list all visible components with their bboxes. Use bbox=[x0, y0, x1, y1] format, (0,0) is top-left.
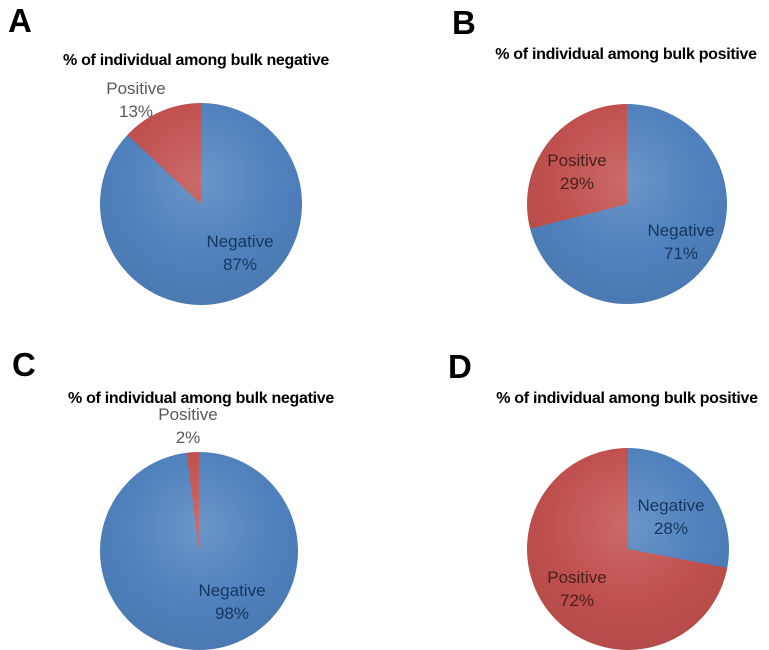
pie-label-a-positive: Positive 13% bbox=[106, 77, 166, 123]
pie-label-name: Negative bbox=[647, 221, 715, 240]
pie-chart-c bbox=[100, 452, 298, 650]
chart-title-a: % of individual among bulk negative bbox=[63, 52, 329, 69]
pie-label-name: Positive bbox=[106, 79, 166, 98]
pie-label-b-negative: Negative 71% bbox=[647, 219, 714, 265]
panel-letter-d: D bbox=[448, 348, 472, 385]
pie-label-a-negative: Negative 87% bbox=[206, 230, 273, 276]
pie-label-value: 72% bbox=[559, 591, 595, 610]
panel-letter-c: C bbox=[12, 346, 36, 383]
panel-letter-a: A bbox=[8, 2, 32, 39]
pie-chart-d bbox=[527, 448, 729, 650]
pie-label-value: 29% bbox=[559, 174, 595, 193]
pie-chart-a bbox=[100, 103, 302, 305]
pie-label-name: Positive bbox=[547, 151, 607, 170]
pie-label-c-negative: Negative 98% bbox=[198, 579, 265, 625]
pie-label-c-positive: Positive 2% bbox=[158, 403, 218, 449]
pie-label-value: 2% bbox=[175, 428, 201, 447]
pie-label-d-positive: Positive 72% bbox=[547, 566, 607, 612]
pie-label-b-positive: Positive 29% bbox=[547, 149, 607, 195]
pie-label-name: Positive bbox=[158, 405, 218, 424]
panel-letter-b: B bbox=[452, 4, 476, 41]
chart-title-b: % of individual among bulk positive bbox=[495, 46, 757, 63]
pie-label-value: 87% bbox=[222, 255, 258, 274]
pie-chart-b bbox=[527, 104, 727, 304]
pie-label-value: 98% bbox=[214, 604, 250, 623]
pie-label-name: Negative bbox=[637, 496, 705, 515]
pie-label-name: Negative bbox=[198, 581, 266, 600]
pie-label-value: 13% bbox=[118, 102, 154, 121]
pie-label-d-negative: Negative 28% bbox=[637, 494, 704, 540]
chart-title-d: % of individual among bulk positive bbox=[496, 390, 758, 407]
chart-title-c: % of individual among bulk negative bbox=[68, 390, 334, 407]
pie-label-name: Positive bbox=[547, 568, 607, 587]
pie-label-value: 28% bbox=[653, 519, 689, 538]
pie-label-value: 71% bbox=[663, 244, 699, 263]
pie-label-name: Negative bbox=[206, 232, 274, 251]
